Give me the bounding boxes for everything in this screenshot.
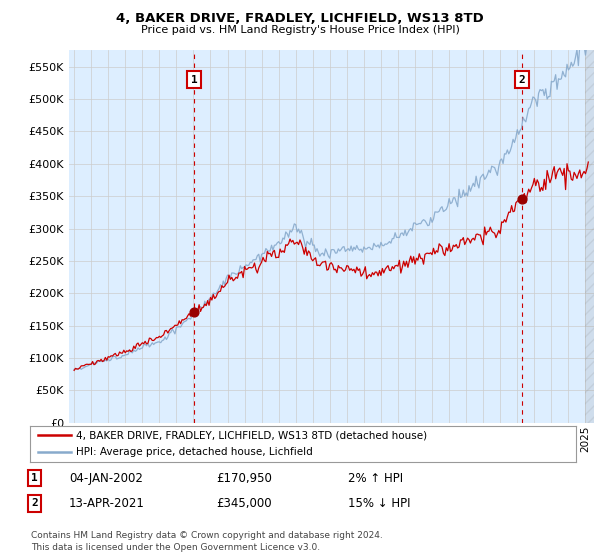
Text: 4, BAKER DRIVE, FRADLEY, LICHFIELD, WS13 8TD: 4, BAKER DRIVE, FRADLEY, LICHFIELD, WS13… <box>116 12 484 25</box>
Text: 2: 2 <box>518 74 526 85</box>
Text: £170,950: £170,950 <box>216 472 272 485</box>
Text: 2: 2 <box>31 498 38 508</box>
Text: 4, BAKER DRIVE, FRADLEY, LICHFIELD, WS13 8TD (detached house): 4, BAKER DRIVE, FRADLEY, LICHFIELD, WS13… <box>76 431 428 440</box>
Text: 13-APR-2021: 13-APR-2021 <box>69 497 145 510</box>
Text: 04-JAN-2002: 04-JAN-2002 <box>69 472 143 485</box>
Text: 1: 1 <box>31 473 38 483</box>
Text: Price paid vs. HM Land Registry's House Price Index (HPI): Price paid vs. HM Land Registry's House … <box>140 25 460 35</box>
Point <box>190 307 199 316</box>
Text: 2% ↑ HPI: 2% ↑ HPI <box>348 472 403 485</box>
Text: Contains HM Land Registry data © Crown copyright and database right 2024.
This d: Contains HM Land Registry data © Crown c… <box>31 531 383 552</box>
Point <box>517 195 527 204</box>
Text: HPI: Average price, detached house, Lichfield: HPI: Average price, detached house, Lich… <box>76 447 313 457</box>
Text: 1: 1 <box>191 74 197 85</box>
Text: £345,000: £345,000 <box>216 497 272 510</box>
Text: 15% ↓ HPI: 15% ↓ HPI <box>348 497 410 510</box>
